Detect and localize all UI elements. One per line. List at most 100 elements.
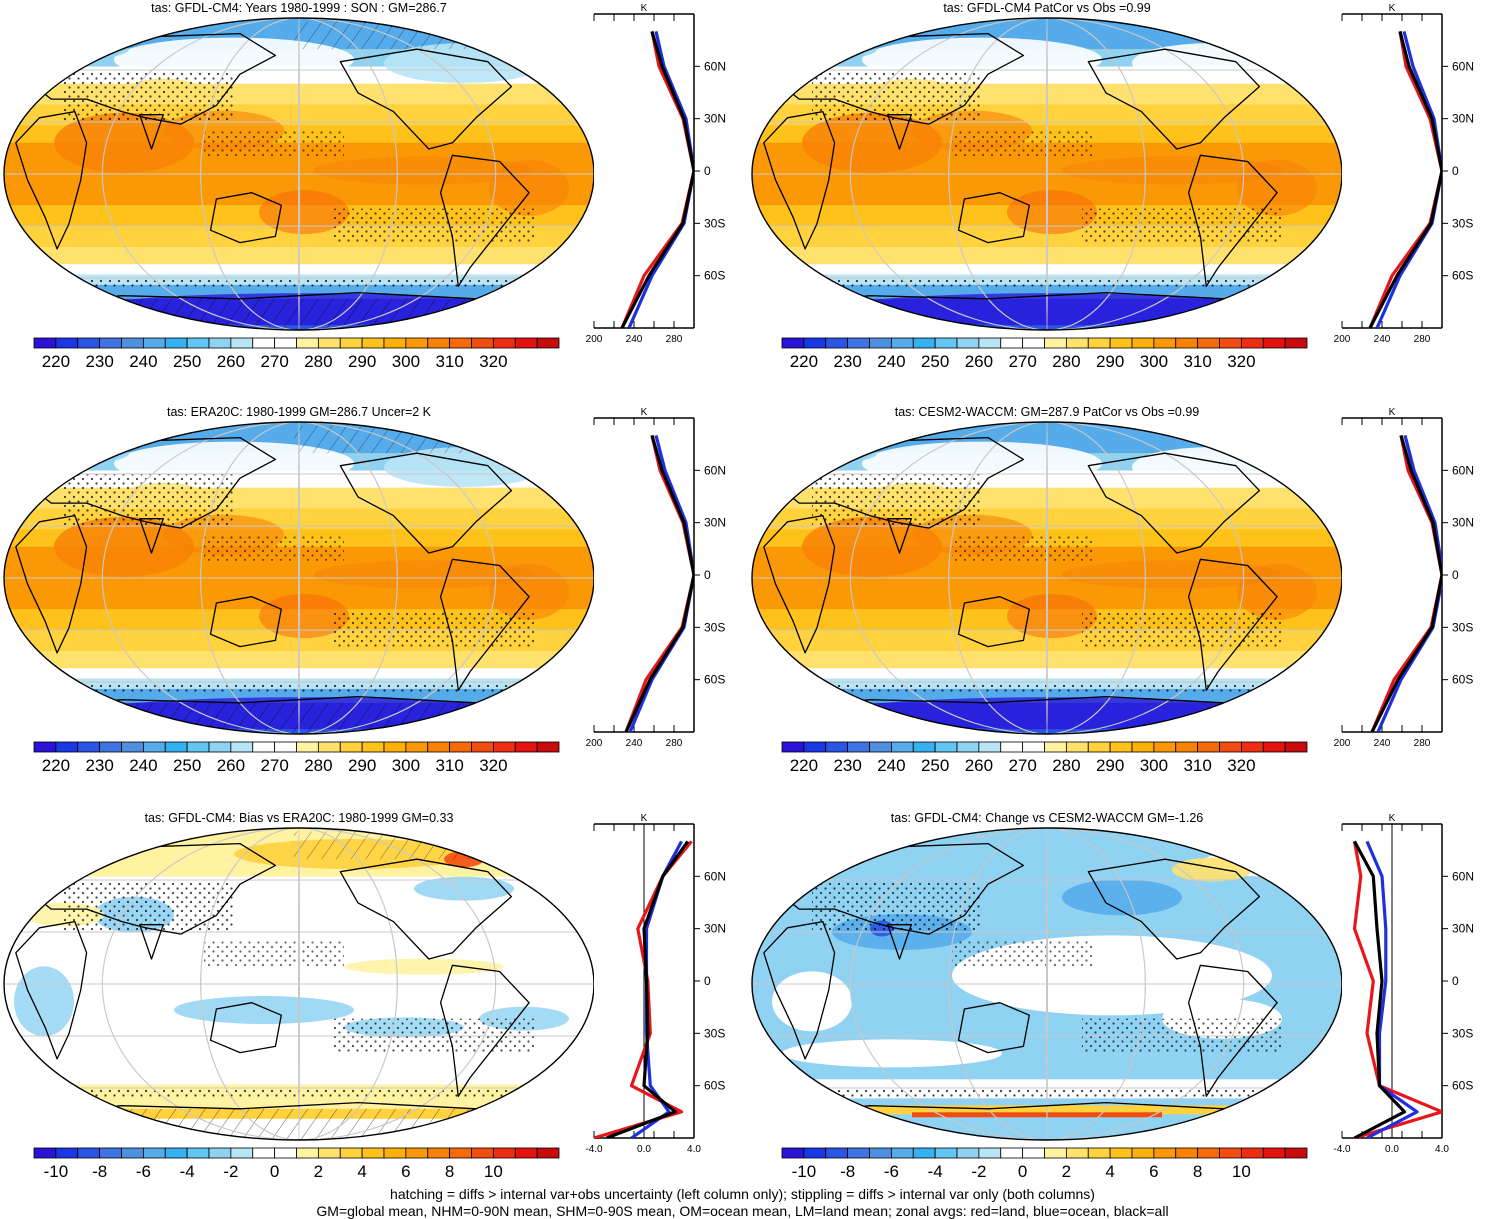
colorbar-swatch xyxy=(956,1147,980,1159)
colorbar-swatch xyxy=(825,1147,849,1159)
graticule xyxy=(752,828,1342,1140)
colorbar-swatch xyxy=(121,1147,144,1159)
colorbar-tick-label: 2 xyxy=(1062,1162,1071,1181)
colorbar-swatch xyxy=(514,1147,538,1159)
panel-title-4: tas: CESM2-WACCM: GM=287.9 PatCor vs Obs… xyxy=(895,405,1200,419)
colorbar-tick-label: 300 xyxy=(1140,352,1168,371)
profile-lat-tick-label: 60N xyxy=(704,869,726,883)
colorbar-swatch xyxy=(978,741,1002,753)
colorbar-2: 220 230 240 250 260 270 280 290 300 310 320 xyxy=(781,337,1308,371)
profile-line-land xyxy=(1370,435,1442,732)
colorbar-tick-label: 240 xyxy=(129,352,157,371)
profile-line-all xyxy=(1368,31,1442,328)
colorbar-tick-label: 270 xyxy=(1008,352,1036,371)
colorbar-swatch xyxy=(121,337,144,349)
colorbar-swatch xyxy=(1131,1147,1155,1159)
colorbar-swatch xyxy=(274,337,297,349)
profile-line-land xyxy=(1352,841,1442,1138)
profile-unit-label: K xyxy=(641,813,648,824)
graticule xyxy=(4,422,594,734)
colorbar-tick-label: 220 xyxy=(790,352,818,371)
profile-line-ocean xyxy=(1375,31,1442,328)
colorbar-swatch xyxy=(1022,1147,1045,1159)
colorbar-tick-label: 250 xyxy=(921,352,949,371)
profile-x-tick-label: -4.0 xyxy=(1333,1144,1351,1155)
colorbar-swatch xyxy=(164,337,188,349)
colorbar-tick-label: 6 xyxy=(401,1162,410,1181)
colorbar-3: 220 230 240 250 260 270 280 290 300 310 320 xyxy=(33,741,560,775)
colorbar-swatch xyxy=(1131,741,1155,753)
colorbar-tick-label: -8 xyxy=(92,1162,107,1181)
colorbar-tick-label: 320 xyxy=(479,756,507,775)
colorbar-swatch xyxy=(934,741,958,753)
profile-x-tick-label: 240 xyxy=(1374,334,1391,345)
colorbar-tick-label: 300 xyxy=(392,352,420,371)
colorbar-swatch xyxy=(978,1147,1002,1159)
profile-lat-tick-label: 30S xyxy=(1452,1026,1473,1040)
colorbar-tick-label: 310 xyxy=(435,756,463,775)
profile-lat-tick-label: 60N xyxy=(1452,463,1474,477)
profile-lat-tick-label: 60S xyxy=(704,269,725,283)
colorbar-tick-label: -4 xyxy=(180,1162,195,1181)
colorbar-swatch xyxy=(781,337,805,349)
colorbar-swatch xyxy=(869,741,892,753)
colorbar-tick-label: 270 xyxy=(260,352,288,371)
profile-x-tick-label: 200 xyxy=(1334,738,1351,749)
profile-x-tick-label: 240 xyxy=(626,334,643,345)
profile-lat-tick-label: 0 xyxy=(1452,974,1459,988)
colorbar-tick-label: 6 xyxy=(1149,1162,1158,1181)
colorbar-tick-label: 260 xyxy=(965,352,993,371)
profile-unit-label: K xyxy=(1389,3,1396,14)
colorbar-swatch xyxy=(55,1147,79,1159)
colorbar-swatch xyxy=(142,1147,166,1159)
colorbar-tick-label: 290 xyxy=(1096,352,1124,371)
colorbar-swatch xyxy=(252,337,276,349)
profile-x-tick-label: 200 xyxy=(586,738,603,749)
colorbar-swatch xyxy=(1087,1147,1111,1159)
colorbar-swatch xyxy=(77,1147,101,1159)
colorbar-swatch xyxy=(1131,337,1155,349)
colorbar-tick-label: 280 xyxy=(304,352,332,371)
panel-title-6: tas: GFDL-CM4: Change vs CESM2-WACCM GM=… xyxy=(891,811,1204,825)
profile-line-all xyxy=(620,30,694,328)
zonal-profile-6: K -4.0 0.0 4.0 60N 30N 0 30S 60S xyxy=(1333,813,1474,1155)
profile-line-ocean xyxy=(627,31,694,328)
colorbar-tick-label: 230 xyxy=(833,352,861,371)
colorbar-swatch xyxy=(1022,337,1045,349)
colorbar-swatch xyxy=(1087,741,1111,753)
colorbar-swatch xyxy=(1240,741,1264,753)
colorbar-swatch xyxy=(77,741,101,753)
profile-lat-tick-label: 30S xyxy=(1452,216,1473,230)
profile-lat-tick-label: 0 xyxy=(704,568,711,582)
colorbar-swatch xyxy=(912,337,936,349)
profile-x-tick-label: 200 xyxy=(1334,334,1351,345)
profile-lat-tick-label: 30S xyxy=(1452,620,1473,634)
colorbar-swatch xyxy=(890,1147,914,1159)
colorbar-swatch xyxy=(361,741,385,753)
colorbar-swatch xyxy=(1044,1147,1067,1159)
profile-line-all xyxy=(1353,840,1407,1138)
profile-lat-tick-label: 30S xyxy=(704,1026,725,1040)
profile-lat-tick-label: 60N xyxy=(1452,59,1474,73)
colorbar-swatch xyxy=(978,337,1002,349)
profile-line-land xyxy=(624,435,694,732)
colorbar-swatch xyxy=(1065,1147,1089,1159)
colorbar-swatch xyxy=(536,337,560,349)
colorbar-swatch xyxy=(186,741,210,753)
colorbar-swatch xyxy=(1109,741,1133,753)
colorbar-swatch xyxy=(427,337,451,349)
colorbar-swatch xyxy=(1262,337,1286,349)
colorbar-tick-label: 0 xyxy=(1018,1162,1027,1181)
map-panel-5: tas: GFDL-CM4: Bias vs ERA20C: 1980-1999… xyxy=(3,811,595,1141)
colorbar-tick-label: 260 xyxy=(217,756,245,775)
colorbar-swatch xyxy=(1284,337,1308,349)
colorbar-tick-label: 260 xyxy=(217,352,245,371)
colorbar-swatch xyxy=(317,1147,341,1159)
colorbar-tick-label: 290 xyxy=(1096,756,1124,775)
colorbar-swatch xyxy=(536,1147,560,1159)
colorbar-swatch xyxy=(1153,741,1177,753)
colorbar-swatch xyxy=(934,337,958,349)
colorbar-tick-label: 250 xyxy=(173,352,201,371)
colorbar-tick-label: 290 xyxy=(348,756,376,775)
